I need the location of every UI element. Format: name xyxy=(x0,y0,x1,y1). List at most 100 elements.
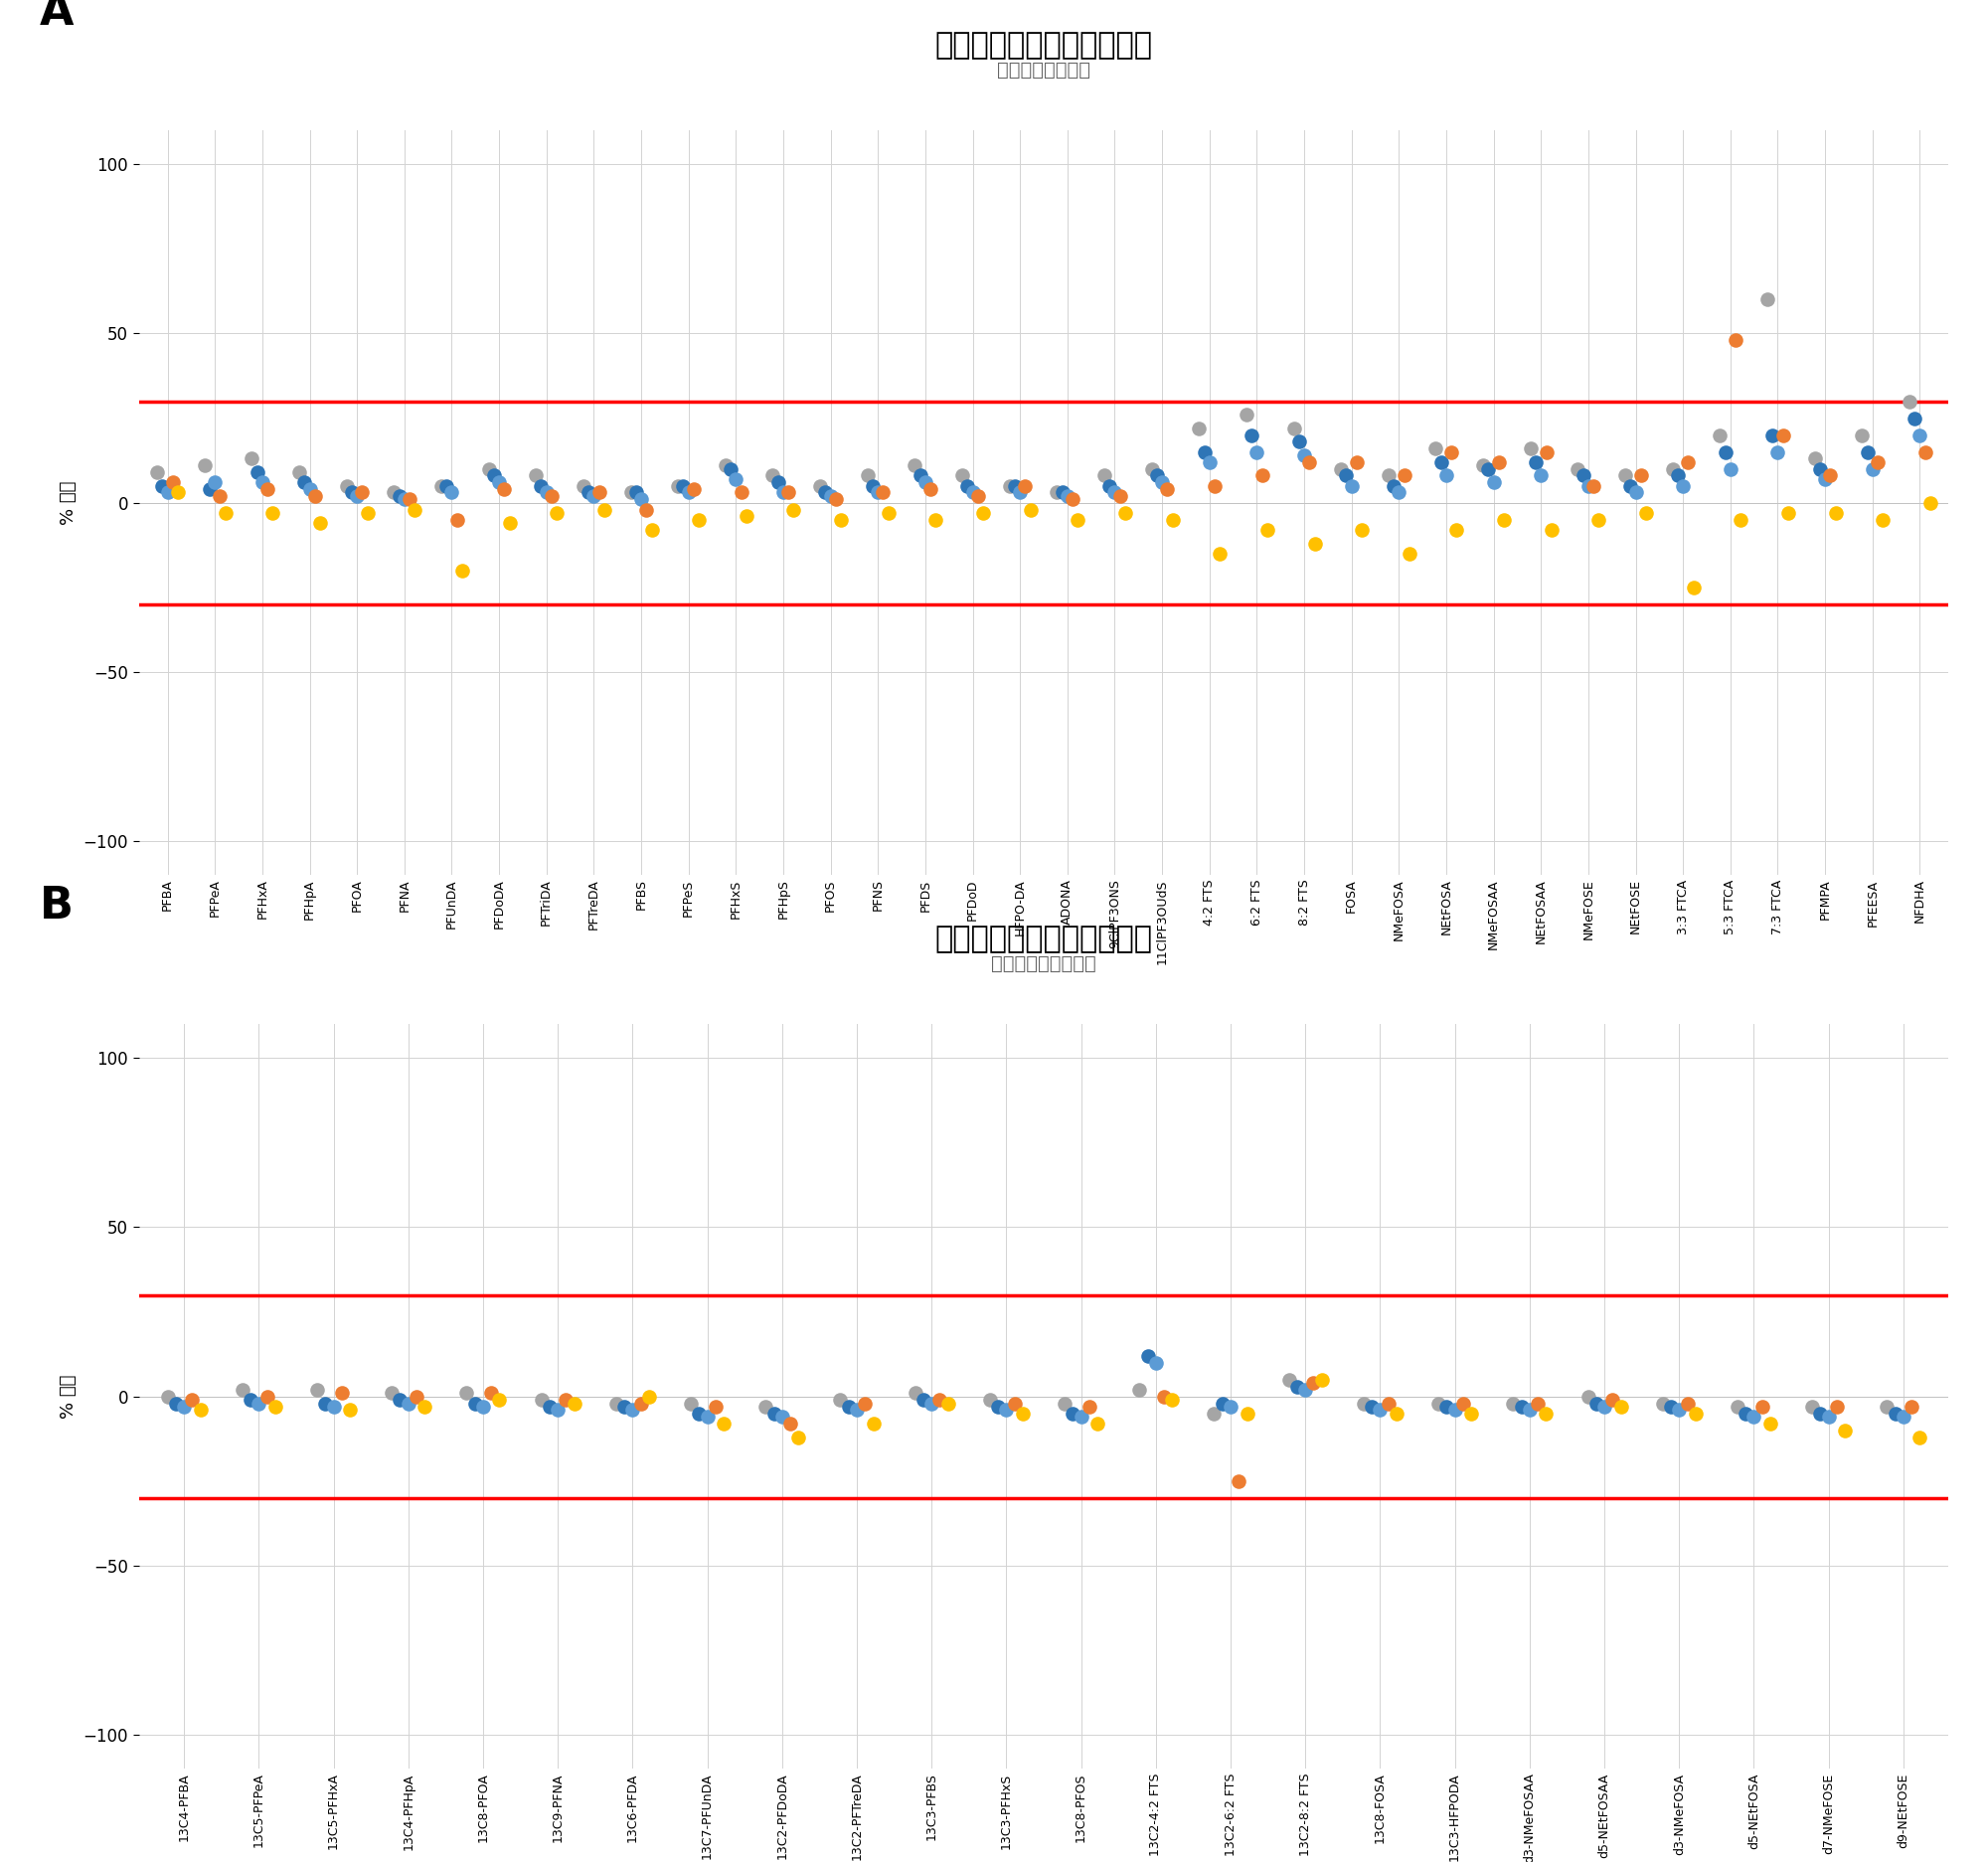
Point xyxy=(1157,505,1189,534)
Point xyxy=(1664,1395,1696,1424)
Point xyxy=(946,460,978,490)
Point xyxy=(521,460,553,490)
Point xyxy=(757,1398,789,1428)
Point xyxy=(1435,438,1467,467)
Point xyxy=(1139,1348,1171,1378)
Point xyxy=(805,471,837,501)
Point xyxy=(541,497,573,527)
Point xyxy=(435,479,467,508)
Point xyxy=(1298,1369,1330,1398)
Point xyxy=(1497,1389,1529,1419)
Point xyxy=(567,471,598,501)
Point xyxy=(716,454,747,484)
Point xyxy=(1429,460,1461,490)
Point xyxy=(352,497,384,527)
Point xyxy=(376,1378,408,1408)
Point xyxy=(1093,471,1125,501)
Point xyxy=(676,1389,708,1419)
Point xyxy=(1447,1389,1479,1419)
Point xyxy=(1803,454,1835,484)
Point xyxy=(1515,434,1547,464)
Point xyxy=(819,484,851,514)
Point xyxy=(1797,1391,1829,1421)
Point xyxy=(1193,447,1225,477)
Point xyxy=(1147,467,1179,497)
Y-axis label: % 偏差: % 偏差 xyxy=(60,1374,78,1419)
Point xyxy=(1580,1389,1612,1419)
Point xyxy=(783,1423,815,1452)
Point xyxy=(962,480,994,510)
Point xyxy=(974,1385,1006,1415)
Point xyxy=(1887,1402,1918,1432)
Point xyxy=(1897,1391,1928,1421)
Point xyxy=(1099,479,1131,508)
Point xyxy=(1757,421,1789,451)
Point xyxy=(1646,1389,1678,1419)
Point xyxy=(1523,1389,1555,1419)
Point xyxy=(189,451,221,480)
Point xyxy=(1525,460,1557,490)
Point xyxy=(582,479,614,508)
Point xyxy=(535,480,567,510)
Point xyxy=(1199,1398,1231,1428)
Point xyxy=(1477,467,1509,497)
Point xyxy=(867,479,899,508)
Point xyxy=(1439,1395,1471,1424)
Point xyxy=(809,479,841,508)
Point xyxy=(1205,538,1237,568)
Point xyxy=(1588,1391,1620,1421)
Text: キャリブレーションの検証: キャリブレーションの検証 xyxy=(934,32,1153,60)
Point xyxy=(1423,1389,1455,1419)
Point xyxy=(1720,326,1751,356)
Point xyxy=(857,1410,889,1439)
Point xyxy=(1087,460,1119,490)
Point xyxy=(1348,1389,1380,1419)
Point xyxy=(1326,454,1358,484)
Point xyxy=(1908,438,1940,467)
Point xyxy=(873,497,905,527)
Point xyxy=(1573,1382,1604,1411)
Point xyxy=(672,479,704,508)
Point xyxy=(630,495,662,525)
Point xyxy=(1364,1395,1396,1424)
Point xyxy=(392,1389,423,1419)
Point xyxy=(662,471,694,501)
Point xyxy=(1123,1374,1155,1404)
Point xyxy=(483,467,515,497)
Point xyxy=(159,1389,191,1419)
Point xyxy=(726,479,757,508)
Point xyxy=(243,1389,274,1419)
Point xyxy=(998,471,1030,501)
Point xyxy=(1356,1391,1388,1421)
Point xyxy=(773,479,805,508)
Point xyxy=(1062,505,1093,534)
Point xyxy=(473,454,505,484)
Point xyxy=(1058,484,1089,514)
Point xyxy=(157,467,189,497)
Point xyxy=(1215,1391,1246,1421)
Point xyxy=(1614,471,1646,501)
Point xyxy=(1905,421,1936,451)
Point xyxy=(924,1385,956,1415)
Point xyxy=(982,1391,1014,1421)
Point xyxy=(1149,1382,1181,1411)
Point xyxy=(1141,460,1173,490)
Point xyxy=(298,480,330,510)
Point xyxy=(1871,1391,1903,1421)
Point xyxy=(1813,1402,1845,1432)
Point xyxy=(1306,1365,1338,1395)
Point xyxy=(1851,438,1883,467)
Point xyxy=(1761,438,1793,467)
Point xyxy=(710,451,742,480)
Point xyxy=(1505,1391,1537,1421)
Point xyxy=(626,484,658,514)
Point xyxy=(624,1389,656,1419)
Point xyxy=(1010,471,1042,501)
Point xyxy=(425,471,457,501)
Point xyxy=(684,1398,716,1428)
Point xyxy=(1745,1391,1777,1421)
Point xyxy=(1582,505,1614,534)
Point xyxy=(1767,421,1799,451)
Point xyxy=(1042,479,1074,508)
Point xyxy=(1340,447,1372,477)
